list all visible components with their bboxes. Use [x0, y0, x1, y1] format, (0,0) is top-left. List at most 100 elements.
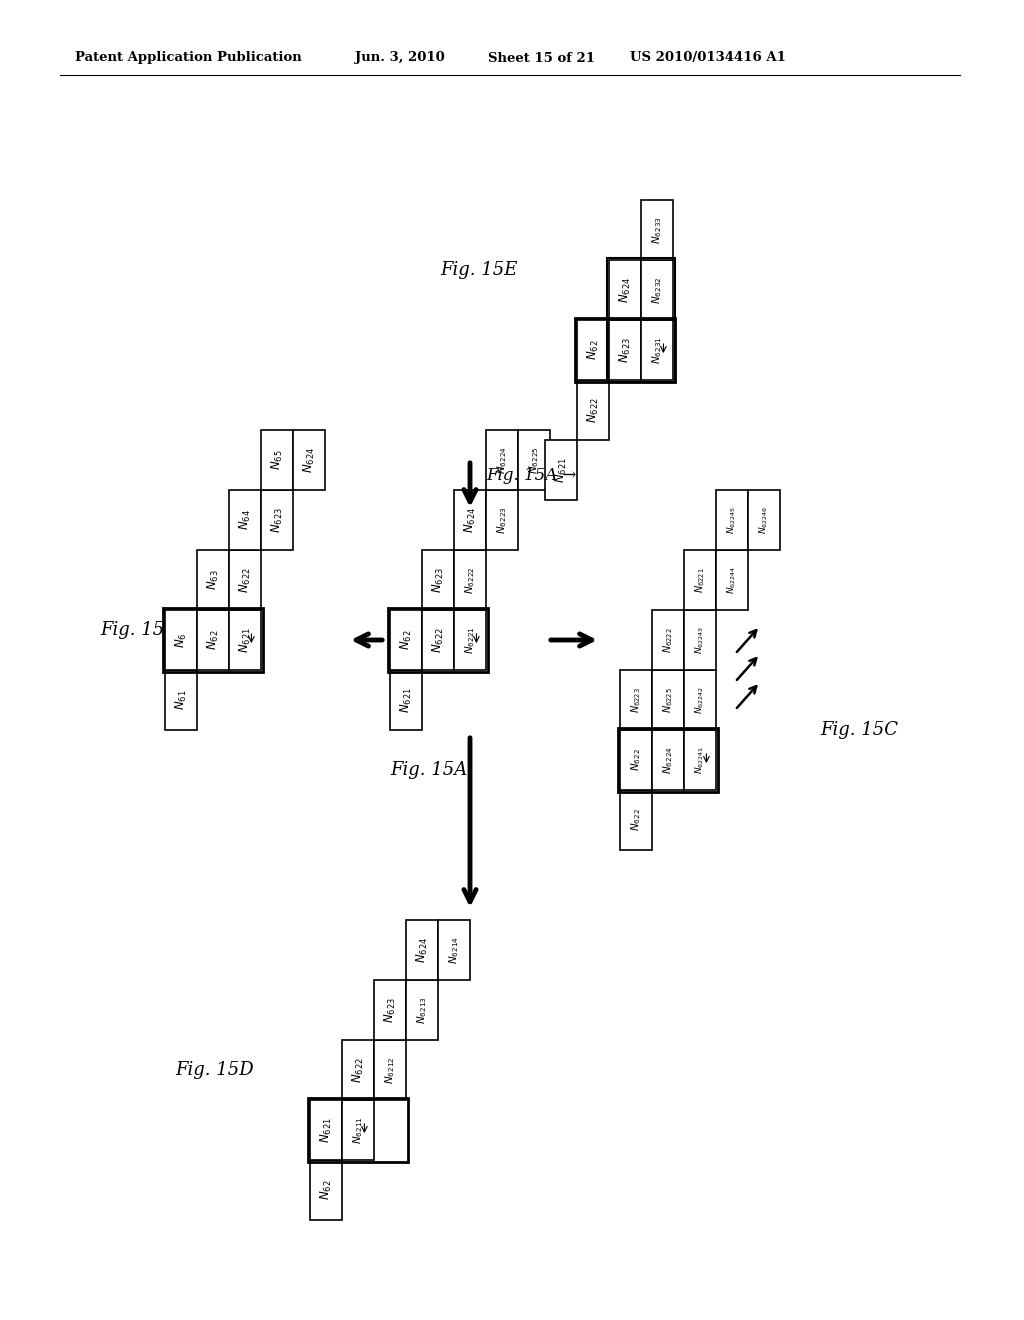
Bar [261, 430, 293, 490]
Text: $N_{624}$: $N_{624}$ [463, 507, 477, 533]
Bar [620, 789, 652, 850]
Bar [438, 920, 470, 979]
Bar [308, 1098, 408, 1162]
Bar [229, 490, 261, 550]
Text: $N_{6221}$: $N_{6221}$ [693, 568, 707, 593]
Text: $N_{6223}$: $N_{6223}$ [629, 686, 643, 713]
Text: $N_{623}$: $N_{623}$ [382, 997, 397, 1023]
Bar [388, 609, 488, 672]
Bar [620, 671, 652, 730]
Text: $N_{6221}$: $N_{6221}$ [463, 626, 477, 653]
Text: $N_{62243}$: $N_{62243}$ [693, 626, 707, 655]
Text: $N_{6212}$: $N_{6212}$ [383, 1056, 397, 1084]
Bar [748, 490, 780, 550]
Text: $N_{6222}$: $N_{6222}$ [662, 627, 675, 653]
Text: $N_{623}$: $N_{623}$ [617, 337, 633, 363]
Bar [293, 430, 325, 490]
Bar [261, 490, 293, 550]
Text: $N_{6224}$: $N_{6224}$ [662, 746, 675, 774]
Bar [374, 1040, 406, 1100]
Bar [545, 440, 577, 500]
Text: $N_{6232}$: $N_{6232}$ [650, 276, 664, 304]
Text: $N_{6223}$: $N_{6223}$ [495, 506, 509, 533]
Bar [422, 550, 454, 610]
Bar [618, 729, 718, 792]
Text: $N_{64}$: $N_{64}$ [238, 510, 253, 531]
Bar [229, 610, 261, 671]
Text: Fig. 15E: Fig. 15E [440, 261, 517, 279]
Bar [310, 1100, 342, 1160]
Bar [716, 490, 748, 550]
Bar [486, 490, 518, 550]
Bar [342, 1040, 374, 1100]
Bar [684, 671, 716, 730]
Text: $N_{62242}$: $N_{62242}$ [693, 686, 707, 714]
Text: $N_{624}$: $N_{624}$ [415, 937, 429, 964]
Text: Fig. 15B: Fig. 15B [100, 620, 177, 639]
Text: $N_{62}$: $N_{62}$ [586, 339, 600, 360]
Bar [454, 610, 486, 671]
Bar [390, 610, 422, 671]
Bar [406, 920, 438, 979]
Text: $N_{621}$: $N_{621}$ [398, 688, 414, 713]
Bar [641, 201, 673, 260]
Bar [422, 610, 454, 671]
Bar [577, 319, 609, 380]
Bar [716, 550, 748, 610]
Text: Fig. 15D: Fig. 15D [175, 1061, 254, 1078]
Text: Patent Application Publication: Patent Application Publication [75, 51, 302, 65]
Text: Fig. 15A: Fig. 15A [390, 762, 467, 779]
Text: $N_{6222}$: $N_{6222}$ [463, 566, 477, 594]
Text: $N_{624}$: $N_{624}$ [617, 277, 633, 304]
Text: $N_{6224}$: $N_{6224}$ [495, 446, 509, 474]
Bar [454, 490, 486, 550]
Text: $N_{622}$: $N_{622}$ [350, 1057, 366, 1082]
Text: Fig. 15A →: Fig. 15A → [486, 466, 577, 483]
Bar [684, 550, 716, 610]
Bar [342, 1100, 374, 1160]
Text: $N_{62}$: $N_{62}$ [318, 1180, 334, 1200]
Text: $N_{623}$: $N_{623}$ [430, 568, 445, 593]
Text: $N_{63}$: $N_{63}$ [206, 570, 220, 590]
Text: $N_{624}$: $N_{624}$ [301, 447, 316, 473]
Text: $N_{621}$: $N_{621}$ [553, 457, 568, 483]
Bar [197, 550, 229, 610]
Bar [165, 610, 197, 671]
Bar [197, 610, 229, 671]
Text: $N_{621}$: $N_{621}$ [318, 1117, 334, 1143]
Text: $N_{622}$: $N_{622}$ [238, 568, 253, 593]
Text: US 2010/0134416 A1: US 2010/0134416 A1 [630, 51, 785, 65]
Text: $N_{6}$: $N_{6}$ [173, 632, 188, 648]
Bar [486, 430, 518, 490]
Bar [652, 730, 684, 789]
Text: $N_{622}$: $N_{622}$ [629, 809, 643, 832]
Bar [165, 671, 197, 730]
Text: $N_{622}$: $N_{622}$ [586, 397, 600, 422]
Text: Jun. 3, 2010: Jun. 3, 2010 [355, 51, 444, 65]
Text: $N_{65}$: $N_{65}$ [269, 450, 285, 470]
Bar [518, 430, 550, 490]
Text: Fig. 15C: Fig. 15C [820, 721, 898, 739]
Bar [607, 257, 675, 381]
Bar [609, 319, 641, 380]
Text: $N_{6225}$: $N_{6225}$ [662, 686, 675, 713]
Bar [575, 318, 675, 381]
Text: Sheet 15 of 21: Sheet 15 of 21 [488, 51, 595, 65]
Text: $N_{62}$: $N_{62}$ [206, 630, 220, 651]
Text: $N_{622}$: $N_{622}$ [629, 748, 643, 771]
Bar [609, 260, 641, 319]
Bar [310, 1160, 342, 1220]
Text: $N_{62}$: $N_{62}$ [398, 630, 414, 651]
Text: $N_{62244}$: $N_{62244}$ [726, 566, 738, 594]
Text: $N_{62245}$: $N_{62245}$ [726, 506, 738, 535]
Text: $N_{62246}$: $N_{62246}$ [758, 506, 770, 535]
Text: $N_{621}$: $N_{621}$ [238, 627, 253, 653]
Bar [641, 260, 673, 319]
Bar [229, 550, 261, 610]
Bar [454, 550, 486, 610]
Text: $N_{6225}$: $N_{6225}$ [527, 446, 541, 474]
Text: $N_{623}$: $N_{623}$ [269, 507, 285, 533]
Bar [684, 610, 716, 671]
Text: $N_{6211}$: $N_{6211}$ [351, 1117, 365, 1144]
Text: $N_{61}$: $N_{61}$ [173, 690, 188, 710]
